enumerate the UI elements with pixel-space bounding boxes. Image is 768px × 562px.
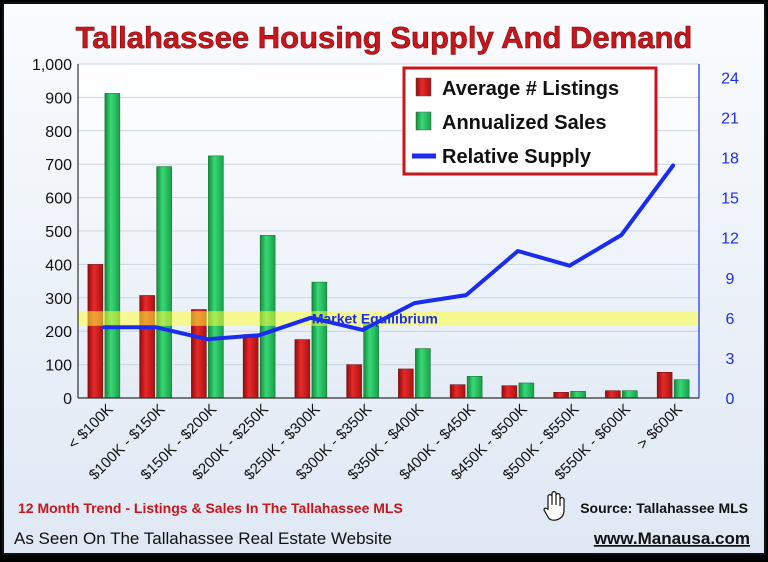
bar-sales [363,323,379,399]
bar-listings [87,264,104,399]
y-axis-left: 0 100 200 300 400 500 600 700 800 900 1,000 [32,57,72,408]
website-link[interactable]: www.Manausa.com [593,529,750,548]
trend-note: 12 Month Trend - Listings & Sales In The… [18,500,403,516]
legend-label-supply: Relative Supply [442,146,592,168]
as-seen-note: As Seen On The Tallahassee Real Estate W… [14,529,392,548]
y-right-tick-label: 0 [726,391,735,408]
bar-listings [346,364,362,399]
bar-listings [656,372,673,399]
bar-sales [466,376,483,399]
y-left-tick-label: 600 [45,191,72,208]
bar-sales [518,382,535,399]
y-left-tick-label: 100 [45,358,72,375]
hand-icon [543,490,565,521]
bar-sales [570,391,586,399]
y-right-tick-label: 18 [721,151,739,168]
legend-box [402,66,658,176]
y-left-tick-label: 1,000 [32,57,72,74]
y-left-tick-label: 500 [45,224,72,241]
bar-sales [622,390,638,399]
y-left-tick-label: 900 [45,90,72,107]
bar-listings [553,392,569,399]
y-left-tick-label: 800 [45,124,72,141]
bar-listings [605,390,621,399]
gridlines [78,63,699,366]
y-left-tick-label: 700 [45,157,72,174]
source-note: Source: Tallahassee MLS [580,500,748,516]
bar-listings [294,339,311,399]
legend: Average # Listings Annualized Sales Rela… [402,66,658,176]
bar-listings [449,384,466,399]
y-right-tick-label: 9 [726,271,735,288]
bar-listings [242,334,259,399]
equilibrium-label: Market Equilibrium [312,311,438,327]
bar-listings [501,385,518,399]
bar-sales [415,348,431,399]
relative-supply-polyline [101,163,676,342]
bar-sales [104,93,121,399]
bar-sales [208,155,224,399]
legend-swatch-listings [415,77,432,97]
relative-supply-line [101,163,676,342]
chart-title: Tallahassee Housing Supply And Demand [76,20,693,55]
y-right-tick-label: 15 [721,191,739,208]
bar-sales [673,379,690,399]
bar-listings [139,295,155,399]
y-left-tick-label: 200 [45,324,72,341]
y-right-tick-label: 6 [726,311,735,328]
y-left-tick-label: 300 [45,291,72,308]
bar-sales [311,281,328,399]
y-right-tick-label: 3 [726,351,735,368]
y-left-tick-label: 0 [63,391,72,408]
legend-label-sales: Annualized Sales [442,112,607,134]
legend-swatch-sales [415,111,432,131]
y-right-tick-label: 24 [721,70,739,87]
y-right-tick-label: 21 [721,110,739,127]
y-left-tick-label: 400 [45,257,72,274]
bar-listings [398,368,414,399]
bar-sales [156,166,172,399]
y-axis-right: 0 3 6 9 12 15 18 21 24 [721,70,739,408]
legend-label-listings: Average # Listings [442,78,619,100]
y-right-tick-label: 12 [721,231,739,248]
